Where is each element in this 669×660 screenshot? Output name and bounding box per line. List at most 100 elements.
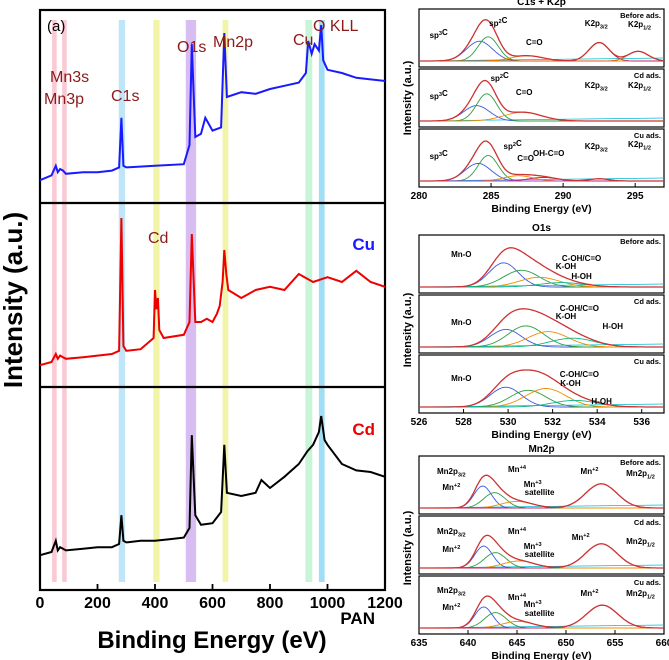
label-mn2p3-2: Mn2p3/2	[437, 467, 466, 478]
label-c-o: C=O	[517, 154, 534, 163]
xtick-label-a: 400	[142, 595, 169, 612]
label-sp2c: sp2C	[489, 16, 507, 28]
label-k-oh: K-OH	[560, 379, 581, 388]
annotation-o1s: O1s	[177, 39, 206, 56]
condition-label: Cd ads.	[634, 518, 661, 527]
label-mn2p1-2: Mn2p1/2	[626, 589, 655, 600]
label-mn2p3-2: Mn2p3/2	[437, 527, 466, 538]
envelope-c	[419, 369, 664, 408]
xtick-label-a: 200	[84, 595, 111, 612]
label-satellite: satellite	[525, 550, 555, 559]
annotation-mn2p: Mn2p	[213, 34, 253, 51]
ylabel-a: Intensity (a.u.)	[0, 212, 28, 388]
label-k2p3-2: K2p3/2	[585, 19, 608, 30]
subpanel-c-3	[418, 354, 665, 414]
subpanel-b-2	[418, 68, 665, 128]
ylabel-b: Intensity (a.u.)	[402, 60, 414, 135]
envelope-d	[419, 595, 664, 629]
condition-label: Before ads.	[620, 458, 661, 467]
condition-label: Before ads.	[620, 11, 661, 20]
label-k2p1-2: K2p1/2	[628, 140, 651, 151]
label-mn-2: Mn+2	[572, 533, 590, 542]
panel-c-o1s: O1s(c)Before ads.Mn-OC-OH/C=OK-OHH-OHCd …	[402, 223, 665, 441]
ylabel-d: Intensity (a.u.)	[402, 510, 414, 585]
label-sp3c: sp3C	[430, 149, 448, 161]
condition-label: Cu ads.	[634, 131, 661, 140]
band-cu	[305, 20, 313, 582]
series-label-cd: Cd	[352, 420, 375, 439]
panel-d-mn2p: Mn2p(d)Before ads.Mn2p3/2Mn+4Mn+2Mn+3sat…	[402, 444, 669, 660]
label-mn-2: Mn+2	[442, 483, 460, 492]
component-k2p1-2	[419, 50, 665, 62]
xtick-label-c: 534	[589, 417, 606, 428]
label-h-oh: H-OH	[571, 272, 592, 281]
envelope-c	[419, 247, 664, 288]
ylabel-c: Intensity (a.u.)	[402, 292, 414, 367]
series-label-pan: PAN	[340, 609, 375, 628]
title-b: C1s + K2p	[517, 0, 566, 8]
label-k-oh: K-OH	[556, 312, 577, 321]
series-label-cu: Cu	[352, 235, 375, 254]
condition-label: Cu ads.	[634, 357, 661, 366]
xtick-label-d: 645	[509, 638, 526, 649]
condition-label: Before ads.	[620, 237, 661, 246]
label-sp3c: sp3C	[430, 89, 448, 101]
label-mn2p3-2: Mn2p3/2	[437, 586, 466, 597]
subpanel-d-3	[418, 575, 665, 635]
xtick-label-d: 635	[411, 638, 428, 649]
envelope-c	[419, 308, 664, 348]
xtick-label-a: 800	[257, 595, 284, 612]
xtick-label-b: 295	[627, 191, 644, 202]
label-mn-2: Mn+2	[442, 545, 460, 554]
panel-b-c1s-k2p: C1s + K2p(b)Before ads.sp3Csp2CC=OK2p3/2…	[402, 0, 665, 215]
xtick-label-c: 526	[411, 417, 428, 428]
xlabel-b: Binding Energy (eV)	[491, 203, 591, 215]
title-c: O1s	[532, 223, 551, 234]
envelope-d	[419, 474, 664, 509]
series-pan	[39, 415, 386, 557]
label-mn-o: Mn-O	[451, 318, 471, 327]
annotation-cu: Cu	[293, 32, 313, 49]
series-cu	[39, 24, 386, 182]
label-sp3c: sp3C	[430, 28, 448, 40]
label-mn-3: Mn+3	[524, 600, 542, 609]
label-mn-2: Mn+2	[442, 603, 460, 612]
label-h-oh: H-OH	[591, 397, 612, 406]
xtick-label-a: 1200	[367, 595, 403, 612]
label-mn-4: Mn+4	[508, 527, 527, 536]
envelope-d	[419, 534, 664, 569]
annotation-o-kll: O KLL	[313, 18, 358, 35]
xtick-label-b: 280	[411, 191, 428, 202]
band-mn3p	[52, 20, 57, 582]
label-mn-o: Mn-O	[451, 374, 471, 383]
label-mn-2: Mn+2	[581, 589, 599, 598]
panel-label-a: (a)	[47, 18, 65, 35]
label-mn2p1-2: Mn2p1/2	[626, 469, 655, 480]
condition-label: Cu ads.	[634, 578, 661, 587]
label-k2p3-2: K2p3/2	[585, 142, 608, 153]
label-h-oh: H-OH	[603, 322, 624, 331]
label-k2p1-2: K2p1/2	[628, 20, 651, 31]
frame-a	[38, 8, 387, 592]
xtick-label-c: 536	[633, 417, 650, 428]
xtick-label-d: 655	[607, 638, 624, 649]
label-mn2p1-2: Mn2p1/2	[626, 537, 655, 548]
label-c-o: C=O	[526, 38, 543, 47]
xtick-label-a: 1000	[310, 595, 346, 612]
xlabel-c: Binding Energy (eV)	[491, 429, 591, 441]
envelope-b	[419, 79, 664, 122]
label-oh-c-o: OH-C=O	[533, 149, 564, 158]
label-sp2c: sp2C	[504, 139, 522, 151]
envelope-b	[419, 140, 664, 182]
title-d: Mn2p	[528, 444, 554, 455]
label-c-oh-c-o: C-OH/C=O	[562, 254, 601, 263]
label-k2p1-2: K2p1/2	[628, 81, 651, 92]
condition-label: Cd ads.	[634, 71, 661, 80]
label-k2p3-2: K2p3/2	[585, 81, 608, 92]
xtick-label-a: 600	[199, 595, 226, 612]
annotation-mn3p: Mn3p	[44, 91, 84, 108]
xtick-label-c: 530	[500, 417, 517, 428]
subpanel-c-1	[418, 234, 665, 294]
